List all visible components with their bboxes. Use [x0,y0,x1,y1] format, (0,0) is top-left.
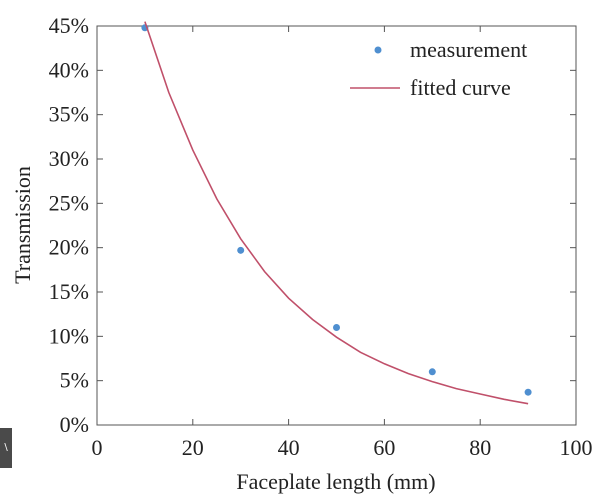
y-tick-label: 35% [49,102,89,127]
fitted-curve-line [144,21,529,405]
corner-tab: \ [0,428,12,468]
ticks: 0 20 40 60 80 100 0% 5% 10% 15% 20% 25% 30% 35% 40% 45% [49,13,593,460]
y-tick-label: 20% [49,235,89,260]
x-axis-title: Faceplate length (mm) [236,469,435,494]
x-tick-label: 0 [92,435,103,460]
measurement-point [428,368,436,376]
y-tick-label: 15% [49,279,89,304]
x-tick-label: 60 [373,435,395,460]
y-tick-label: 0% [60,412,89,437]
legend: measurement fitted curve [350,37,527,100]
legend-marker-measurement [374,46,382,54]
legend-label-measurement: measurement [410,37,527,62]
y-tick-label: 10% [49,323,89,348]
plot-area [96,25,577,426]
y-tick-label: 45% [49,13,89,38]
series-group [141,21,532,405]
y-tick-label: 25% [49,190,89,215]
x-tick-label: 80 [469,435,491,460]
y-tick-label: 5% [60,368,89,393]
y-axis-title: Transmission [10,166,35,284]
y-tick-label: 40% [49,57,89,82]
y-tick-label: 30% [49,146,89,171]
legend-label-fitted-curve: fitted curve [410,75,511,100]
measurement-point [524,388,532,396]
x-tick-label: 20 [182,435,204,460]
measurement-point [237,246,245,254]
x-tick-label: 40 [278,435,300,460]
x-tick-label: 100 [560,435,593,460]
measurement-point [333,323,340,331]
